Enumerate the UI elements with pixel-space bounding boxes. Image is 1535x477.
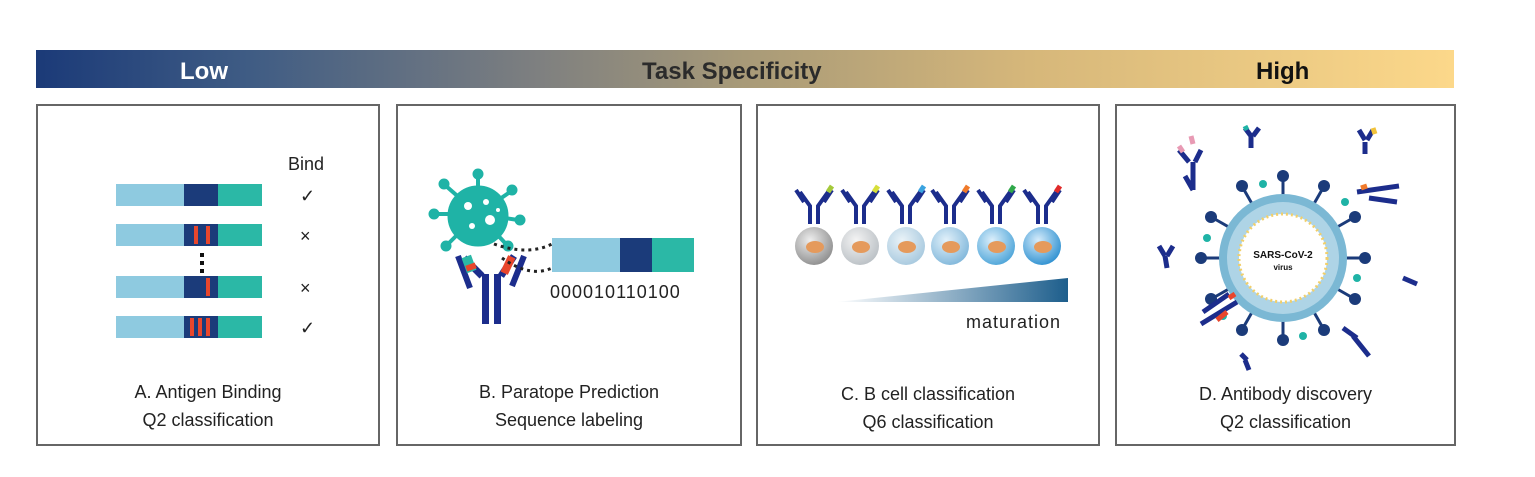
b-cell <box>977 227 1015 265</box>
virus-sublabel: virus <box>1273 263 1293 272</box>
panel-antibody-discovery: SARS-CoV-2 virus D. Antibody discovery Q… <box>1115 104 1456 446</box>
binary-label: 000010110100 <box>550 282 681 302</box>
caption-title: C. B cell classification <box>840 384 1016 404</box>
caption-subtitle: Q2 classification <box>1219 412 1352 432</box>
b-cell <box>931 227 969 265</box>
bind-mark: ✓ <box>300 186 316 206</box>
caption-subtitle: Sequence labeling <box>494 410 644 430</box>
panel-antigen-binding: Bind ✓ × × ✓ A. Antigen Binding Q2 class… <box>36 104 380 446</box>
antibody-icon <box>1156 126 1418 371</box>
antibody-discovery-illustration <box>1156 124 1418 371</box>
caption-subtitle: Q6 classification <box>862 412 994 432</box>
caption-subtitle: Q2 classification <box>142 410 274 430</box>
antibody-icon <box>794 188 1062 224</box>
panel-paratope-prediction: 000010110100 B. Paratope Prediction Sequ… <box>396 104 742 446</box>
antibody-tips <box>1176 124 1378 322</box>
ellipsis-dots <box>200 253 204 273</box>
panel-b-cell-classification: maturation C. B cell classification Q6 c… <box>756 104 1100 446</box>
antigen-binding-illustration <box>116 184 262 338</box>
caption-title: A. Antigen Binding <box>134 382 282 402</box>
maturation-label: maturation <box>966 312 1062 332</box>
scale-title: Task Specificity <box>642 58 822 85</box>
zoom-connector <box>501 256 553 273</box>
caption-title: D. Antibody discovery <box>1198 384 1373 404</box>
b-cell <box>1023 227 1061 265</box>
bind-mark: × <box>300 226 311 246</box>
paratope-illustration <box>428 168 694 324</box>
low-label: Low <box>180 58 228 85</box>
bind-mark: ✓ <box>300 318 316 338</box>
b-cell <box>887 227 925 265</box>
sequence-row <box>116 184 262 206</box>
b-cell-illustration <box>794 184 1068 302</box>
virus-icon <box>428 168 526 252</box>
antibody-icon <box>455 254 527 324</box>
sequence-row <box>116 224 262 246</box>
caption-title: B. Paratope Prediction <box>478 382 660 402</box>
b-cell <box>841 227 879 265</box>
b-cell <box>795 227 833 265</box>
sequence-row <box>116 276 262 298</box>
bind-mark: × <box>300 278 311 298</box>
sequence-row <box>116 316 262 338</box>
bind-column-header: Bind <box>288 154 325 174</box>
maturation-gradient <box>836 278 1068 302</box>
antibody-tips <box>825 184 1063 194</box>
sequence-bar <box>552 238 694 272</box>
virus-icon <box>1195 170 1371 346</box>
task-specificity-scale: Low Task Specificity High <box>36 50 1454 88</box>
virus-label: SARS-CoV-2 <box>1253 250 1313 261</box>
high-label: High <box>1256 58 1310 85</box>
